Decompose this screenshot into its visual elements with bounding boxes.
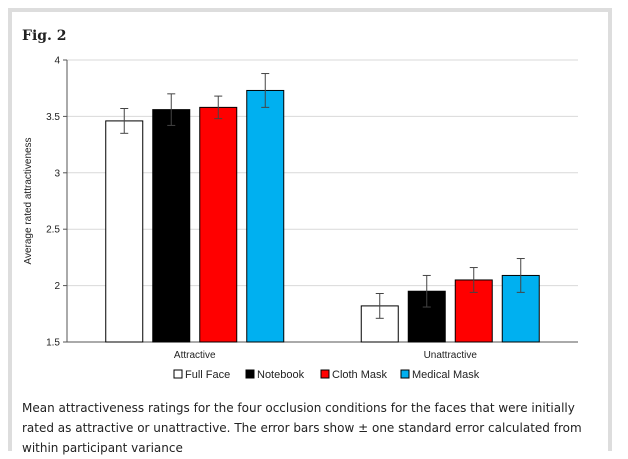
bar bbox=[152, 109, 191, 343]
x-category-label: Attractive bbox=[174, 350, 216, 361]
legend-label: Medical Mask bbox=[412, 369, 480, 381]
axes bbox=[63, 59, 578, 343]
y-tick-label: 2 bbox=[54, 281, 60, 292]
legend-swatch bbox=[400, 369, 410, 379]
x-category-label: Unattractive bbox=[424, 350, 478, 361]
y-axis-title: Average rated attractiveness bbox=[23, 137, 34, 264]
bar bbox=[199, 106, 238, 343]
bars bbox=[105, 73, 540, 343]
bar bbox=[246, 89, 285, 343]
y-tick-label: 4 bbox=[54, 56, 60, 67]
legend-item: Cloth Mask bbox=[320, 369, 388, 381]
legend-item: Full Face bbox=[173, 369, 230, 381]
legend-item: Medical Mask bbox=[400, 369, 480, 381]
legend-label: Full Face bbox=[185, 369, 230, 381]
legend-item: Notebook bbox=[245, 369, 305, 381]
y-tick-label: 2.5 bbox=[46, 225, 60, 236]
y-tick-label: 3 bbox=[54, 168, 60, 179]
legend: Full Face Notebook Cloth Mask Medical Mask bbox=[173, 369, 480, 381]
figure-label: Fig. 2 bbox=[22, 28, 67, 44]
y-tick-label: 3.5 bbox=[46, 112, 60, 123]
bar bbox=[105, 120, 144, 343]
legend-swatch bbox=[245, 369, 255, 379]
figure-caption: Mean attractiveness ratings for the four… bbox=[22, 401, 582, 455]
tick-labels: 1.5 2 2.5 3 3.5 4 Average rated attractiveness… bbox=[23, 56, 477, 362]
legend-swatch bbox=[173, 369, 183, 379]
legend-label: Notebook bbox=[257, 369, 305, 381]
bar bbox=[407, 290, 446, 343]
legend-label: Cloth Mask bbox=[332, 369, 388, 381]
y-tick-label: 1.5 bbox=[46, 338, 60, 349]
bar bbox=[501, 274, 540, 343]
bar-chart: 1.5 2 2.5 3 3.5 4 Average rated attractiveness… bbox=[23, 56, 578, 381]
legend-swatch bbox=[320, 369, 330, 379]
gridlines bbox=[67, 59, 578, 343]
